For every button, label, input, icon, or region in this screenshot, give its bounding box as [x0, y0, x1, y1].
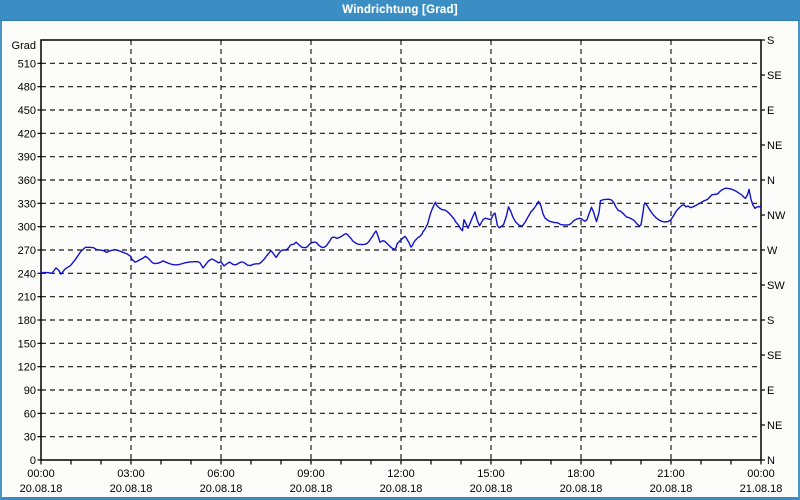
- y-axis-tick-label: 90: [24, 385, 36, 397]
- x-axis-date-label: 20.08.18: [290, 483, 333, 495]
- x-axis-date-label: 20.08.18: [20, 483, 63, 495]
- right-axis-compass-label: W: [767, 245, 778, 257]
- y-axis-tick-label: 390: [18, 152, 36, 164]
- y-axis-tick-label: 0: [30, 455, 36, 467]
- right-axis-compass-label: E: [767, 385, 774, 397]
- window-titlebar: Windrichtung [Grad]: [0, 0, 800, 21]
- y-axis-tick-label: 450: [18, 105, 36, 117]
- plot-frame: [40, 39, 762, 461]
- y-axis-tick-label: 360: [18, 175, 36, 187]
- x-axis-time-label: 00:00: [747, 468, 775, 480]
- y-axis-tick-label: 180: [18, 315, 36, 327]
- x-axis-time-label: 09:00: [297, 468, 325, 480]
- right-axis-compass-label: NE: [767, 420, 782, 432]
- x-axis-date-label: 20.08.18: [380, 483, 423, 495]
- y-axis-tick-label: 120: [18, 362, 36, 374]
- right-axis-compass-label: E: [767, 105, 774, 117]
- right-axis-compass-label: S: [767, 35, 774, 47]
- chart-title: Windrichtung [Grad]: [342, 4, 458, 16]
- y-axis-tick-label: 30: [24, 432, 36, 444]
- right-axis-compass-label: SE: [767, 350, 782, 362]
- y-axis-tick-label: 150: [18, 338, 36, 350]
- wind-direction-line: [40, 187, 762, 275]
- x-axis-date-label: 21.08.18: [740, 483, 783, 495]
- y-axis-tick-label: 420: [18, 128, 36, 140]
- y-axis-tick-label: 270: [18, 245, 36, 257]
- x-axis-time-label: 03:00: [117, 468, 145, 480]
- right-axis-compass-label: SE: [767, 70, 782, 82]
- y-axis-tick-label: 480: [18, 82, 36, 94]
- y-axis-tick-label: 210: [18, 292, 36, 304]
- right-axis-compass-label: NE: [767, 140, 782, 152]
- x-axis-time-label: 12:00: [387, 468, 415, 480]
- x-axis-time-label: 18:00: [567, 468, 595, 480]
- x-axis-date-label: 20.08.18: [560, 483, 603, 495]
- x-axis-date-label: 20.08.18: [110, 483, 153, 495]
- x-axis-date-label: 20.08.18: [650, 483, 693, 495]
- y-axis-tick-label: 300: [18, 222, 36, 234]
- right-axis-compass-label: S: [767, 315, 774, 327]
- y-axis-tick-label: 330: [18, 198, 36, 210]
- y-axis-tick-label: 60: [24, 408, 36, 420]
- y-axis-unit-label: Grad: [12, 40, 36, 52]
- x-axis-time-label: 15:00: [477, 468, 505, 480]
- right-axis-compass-label: NW: [767, 210, 786, 222]
- y-axis-tick-label: 510: [18, 58, 36, 70]
- right-axis-compass-label: SW: [767, 280, 785, 292]
- x-axis-time-label: 00:00: [27, 468, 55, 480]
- right-axis-compass-label: N: [767, 175, 775, 187]
- x-axis-time-label: 06:00: [207, 468, 235, 480]
- x-axis-date-label: 20.08.18: [200, 483, 243, 495]
- right-axis-compass-label: N: [767, 455, 775, 467]
- y-axis-tick-label: 240: [18, 268, 36, 280]
- x-axis-time-label: 21:00: [657, 468, 685, 480]
- x-axis-date-label: 20.08.18: [470, 483, 513, 495]
